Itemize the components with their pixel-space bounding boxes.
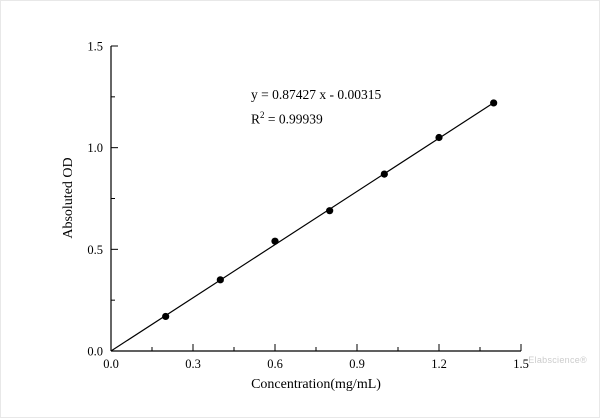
svg-text:0.0: 0.0 [103, 357, 119, 371]
svg-text:0.3: 0.3 [185, 357, 201, 371]
fit-equation: y = 0.87427 x - 0.00315 [251, 87, 382, 102]
svg-text:1.2: 1.2 [431, 357, 447, 371]
y-axis-label: Absoluted OD [61, 157, 76, 239]
fit-r-squared: R2 = 0.99939 [251, 110, 323, 127]
svg-text:0.9: 0.9 [349, 357, 365, 371]
svg-text:1.5: 1.5 [87, 40, 103, 54]
svg-text:0.0: 0.0 [87, 345, 103, 359]
svg-text:0.5: 0.5 [87, 243, 103, 257]
watermark: Elabscience® [528, 355, 587, 365]
fit-annotation: y = 0.87427 x - 0.00315 R2 = 0.99939 [251, 85, 381, 130]
x-axis-label: Concentration(mg/mL) [251, 377, 381, 392]
svg-text:0.6: 0.6 [267, 357, 283, 371]
svg-text:1.5: 1.5 [513, 357, 529, 371]
svg-text:1.0: 1.0 [87, 141, 103, 155]
